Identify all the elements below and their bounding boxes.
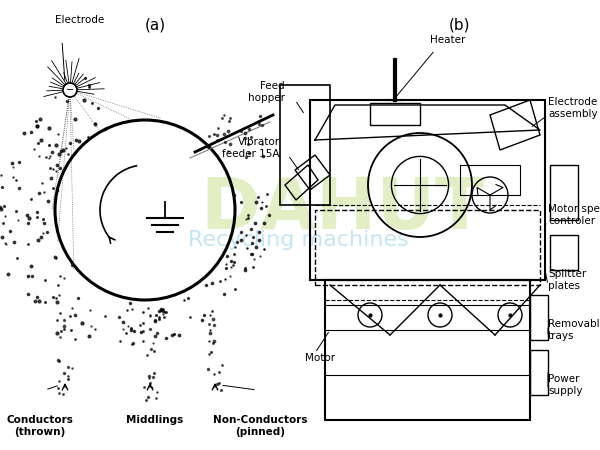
Bar [550,165,578,220]
Text: Motor: Motor [305,353,335,363]
Text: Electrode: Electrode [55,15,104,25]
Text: Power
supply: Power supply [548,374,583,396]
Text: Recycling machines: Recycling machines [188,230,409,250]
Bar [280,85,330,205]
Text: (a): (a) [145,18,166,33]
Text: Non-Conductors
(pinned): Non-Conductors (pinned) [213,415,307,436]
Bar [530,295,548,340]
Bar [530,350,548,395]
Text: Splitter
plates: Splitter plates [548,269,586,291]
Bar [325,280,530,420]
Bar [315,210,540,285]
Text: (b): (b) [449,18,471,33]
Text: Motor speed
controler: Motor speed controler [548,204,600,226]
Circle shape [63,83,77,97]
Text: Electrode
assembly: Electrode assembly [548,97,598,119]
Bar [370,103,420,125]
Text: Removable
trays: Removable trays [548,319,600,341]
Text: Vibrator
feeder 15A: Vibrator feeder 15A [223,137,280,159]
Text: Middlings: Middlings [127,415,184,425]
Bar [460,165,520,195]
Text: Heater: Heater [430,35,466,45]
Text: DAHUT: DAHUT [200,176,484,244]
Bar [310,100,545,280]
Text: Feed
hopper: Feed hopper [248,81,285,103]
Bar [550,235,578,270]
Text: −: − [66,85,74,95]
Text: Conductors
(thrown): Conductors (thrown) [7,415,73,436]
